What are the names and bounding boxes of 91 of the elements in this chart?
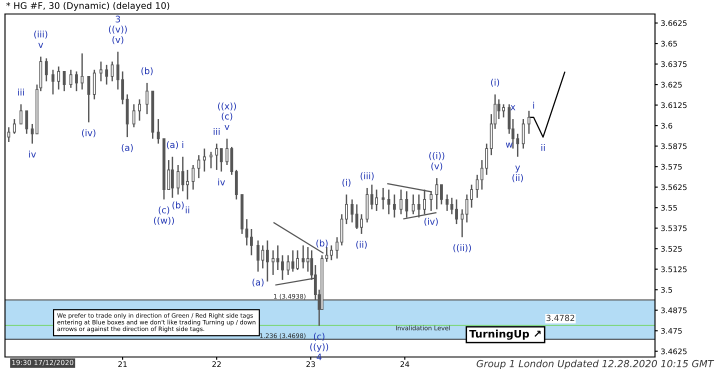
candlestick [52, 69, 54, 96]
annotation: TurningUp ↗ [469, 330, 541, 340]
candlestick [138, 98, 141, 122]
candlestick [336, 236, 339, 260]
candlestick [20, 104, 22, 125]
annotation: (b) [172, 201, 184, 210]
annotation: (c) [222, 112, 232, 121]
candlestick [266, 240, 269, 282]
annotation: (i) [342, 178, 350, 187]
candlestick [350, 198, 354, 224]
annotation: (iv) [82, 129, 96, 138]
annotation: v [38, 42, 44, 48]
annotation: (b) [141, 67, 153, 76]
candlestick [25, 110, 28, 134]
candlestick [345, 194, 348, 225]
annotation: x [510, 105, 516, 110]
candlestick [92, 69, 96, 100]
annotation: ii [186, 206, 190, 214]
annotation: iv [29, 150, 36, 158]
candlestick [80, 52, 84, 90]
annotation: (i) [491, 78, 500, 87]
annotation: i [533, 102, 534, 109]
annotation: ((v)) [108, 26, 127, 34]
candlestick [156, 118, 160, 144]
chart-title: * HG #F, 30 (Dynamic) (delayed 10) [6, 2, 170, 11]
candlestick [281, 254, 284, 281]
candlestick [176, 164, 180, 196]
annotation: iii [214, 128, 220, 135]
annotation: (iii) [34, 30, 48, 39]
annotation: (v) [112, 36, 124, 44]
annotation: (a) [122, 144, 133, 152]
candlestick [215, 142, 218, 171]
candlestick [234, 169, 238, 200]
annotation: ((i)) [429, 152, 444, 160]
candlestick [392, 194, 396, 218]
candlestick [306, 246, 310, 272]
candlestick [75, 70, 78, 92]
candlestick [170, 156, 174, 199]
annotation: (iii) [360, 172, 374, 180]
annotation: (a) [252, 278, 264, 287]
annotation: w [506, 142, 513, 148]
annotation: y [515, 166, 520, 172]
candlestick [256, 240, 260, 272]
candlestick [99, 60, 102, 82]
candlestick [186, 169, 189, 200]
candlestick [192, 164, 195, 190]
candlestick [330, 244, 333, 261]
candlestick [44, 58, 48, 82]
candlestick [522, 118, 525, 150]
candlestick [382, 187, 385, 210]
annotation: ((w)) [154, 216, 174, 225]
annotation: ((x)) [218, 102, 236, 111]
annotation: iv [218, 178, 226, 186]
annotation: (v) [431, 162, 442, 170]
candlestick [446, 194, 449, 212]
candlestick [440, 184, 443, 206]
annotation: (c) [314, 332, 324, 341]
candlestick [400, 188, 402, 215]
annotation: ((y)) [310, 343, 328, 352]
candlestick [412, 194, 415, 215]
annotation: 3.4782 [546, 314, 574, 322]
annotation: (b) [316, 240, 328, 248]
annotation: 3 [116, 16, 120, 23]
candlestick [57, 66, 60, 90]
annotation: (ii) [512, 174, 523, 182]
candlestick [250, 228, 253, 256]
annotation: i [182, 141, 184, 148]
candlestick [302, 244, 305, 270]
candlestick [7, 126, 10, 143]
candlestick [202, 148, 206, 172]
annotation: iii [18, 88, 24, 96]
text: Group 1 London Updated 12.28.2020 10:15 GMT [476, 360, 714, 369]
candlestick [12, 118, 16, 134]
candlestick [460, 208, 464, 238]
candlestick [220, 148, 223, 172]
candlestick [210, 151, 212, 169]
annotation: (c) [158, 206, 170, 214]
candlestick [272, 250, 275, 276]
candlestick [132, 104, 136, 128]
annotation: ((ii)) [453, 244, 471, 252]
candlestick [69, 69, 72, 89]
annotation: (ii) [356, 240, 367, 249]
annotation: (iv) [424, 218, 438, 226]
candlestick [527, 110, 530, 134]
candlestick [146, 82, 148, 115]
candlestick [286, 254, 290, 276]
annotation: v [224, 124, 230, 130]
annotation: (a) [166, 141, 178, 150]
candlestick [105, 64, 108, 86]
annotation: ii [541, 144, 545, 151]
candlestick [387, 188, 390, 215]
